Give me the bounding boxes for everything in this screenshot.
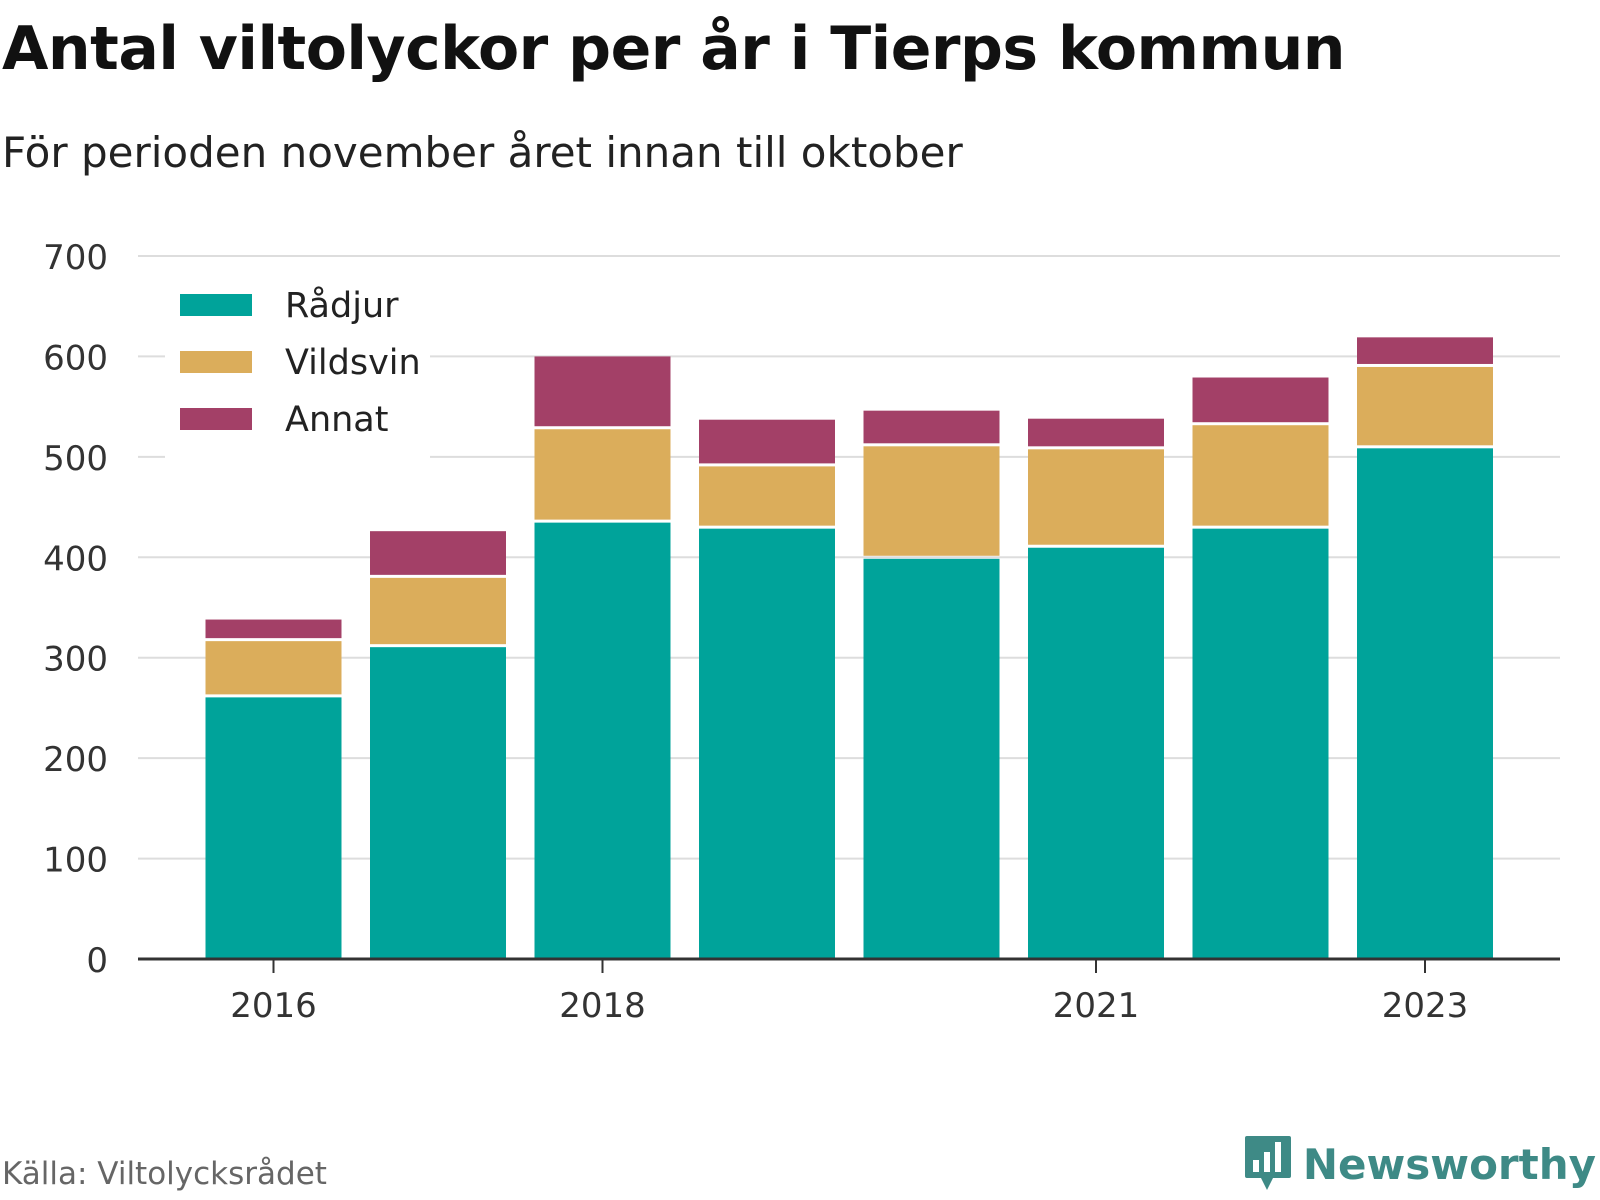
brand-logo: Newsworthy [1243, 1134, 1596, 1194]
bar-segment-Rådjur-2019 [699, 529, 835, 959]
bar-segment-Rådjur-2023 [1357, 448, 1493, 959]
bar-stack-2023 [1357, 337, 1493, 959]
bar-stack-2017 [370, 531, 506, 959]
legend-swatch-Rådjur [180, 294, 252, 316]
legend-label-Annat: Annat [285, 400, 388, 440]
y-tick-label: 300 [43, 640, 108, 680]
y-tick-label: 100 [43, 841, 108, 881]
bar-stack-2020 [864, 411, 1000, 959]
bar-stack-2019 [699, 420, 835, 959]
legend-label-Rådjur: Rådjur [285, 285, 399, 326]
bar-segment-Annat-2022 [1193, 378, 1329, 423]
bar-segment-Rådjur-2021 [1028, 548, 1164, 959]
y-tick-label: 200 [43, 740, 108, 780]
legend: Rådjur Vildsvin Annat [165, 274, 430, 458]
y-tick-label: 600 [43, 338, 108, 378]
newsworthy-logo-icon [1243, 1134, 1293, 1194]
bar-stack-2021 [1028, 419, 1164, 959]
bar-stack-2022 [1193, 378, 1329, 959]
legend-swatch-Annat [180, 408, 252, 430]
bar-segment-Annat-2019 [699, 420, 835, 464]
y-tick-label: 700 [43, 238, 108, 278]
bar-segment-Vildsvin-2016 [206, 641, 342, 694]
bar-segment-Vildsvin-2019 [699, 466, 835, 525]
bar-segment-Vildsvin-2017 [370, 578, 506, 644]
y-tick-label: 500 [43, 439, 108, 479]
x-tick-label: 2023 [1382, 986, 1469, 1026]
y-tick-label: 400 [43, 539, 108, 579]
bar-segment-Annat-2021 [1028, 419, 1164, 447]
bar-segment-Rådjur-2017 [370, 647, 506, 959]
bar-stack-2018 [535, 356, 671, 959]
y-tick-label: 0 [86, 941, 108, 981]
x-tick-label: 2018 [559, 986, 646, 1026]
legend-label-Vildsvin: Vildsvin [285, 343, 421, 383]
bar-segment-Annat-2016 [206, 620, 342, 639]
bar-segment-Annat-2017 [370, 531, 506, 575]
legend-swatch-Vildsvin [180, 351, 252, 373]
bar-segment-Vildsvin-2023 [1357, 367, 1493, 445]
bar-segment-Rådjur-2022 [1193, 529, 1329, 959]
bar-segment-Annat-2020 [864, 411, 1000, 444]
bar-segment-Annat-2023 [1357, 337, 1493, 364]
bar-segment-Vildsvin-2020 [864, 446, 1000, 555]
stacked-bar-chart: 0 100 200 300 400 500 600 700 2016 2018 2021 2023 R… [0, 0, 1600, 1100]
bar-segment-Rådjur-2018 [535, 523, 671, 959]
bar-stack-2016 [206, 620, 342, 959]
bar-segment-Rådjur-2016 [206, 697, 342, 959]
bar-segment-Rådjur-2020 [864, 559, 1000, 959]
x-tick-label: 2016 [230, 986, 317, 1026]
bar-segment-Vildsvin-2022 [1193, 425, 1329, 525]
bar-segment-Vildsvin-2018 [535, 429, 671, 519]
bar-segment-Vildsvin-2021 [1028, 449, 1164, 544]
x-tick-label: 2021 [1053, 986, 1140, 1026]
brand-name: Newsworthy [1303, 1140, 1596, 1189]
source-note: Källa: Viltolycksrådet [2, 1156, 327, 1192]
bar-segment-Annat-2018 [535, 356, 671, 426]
